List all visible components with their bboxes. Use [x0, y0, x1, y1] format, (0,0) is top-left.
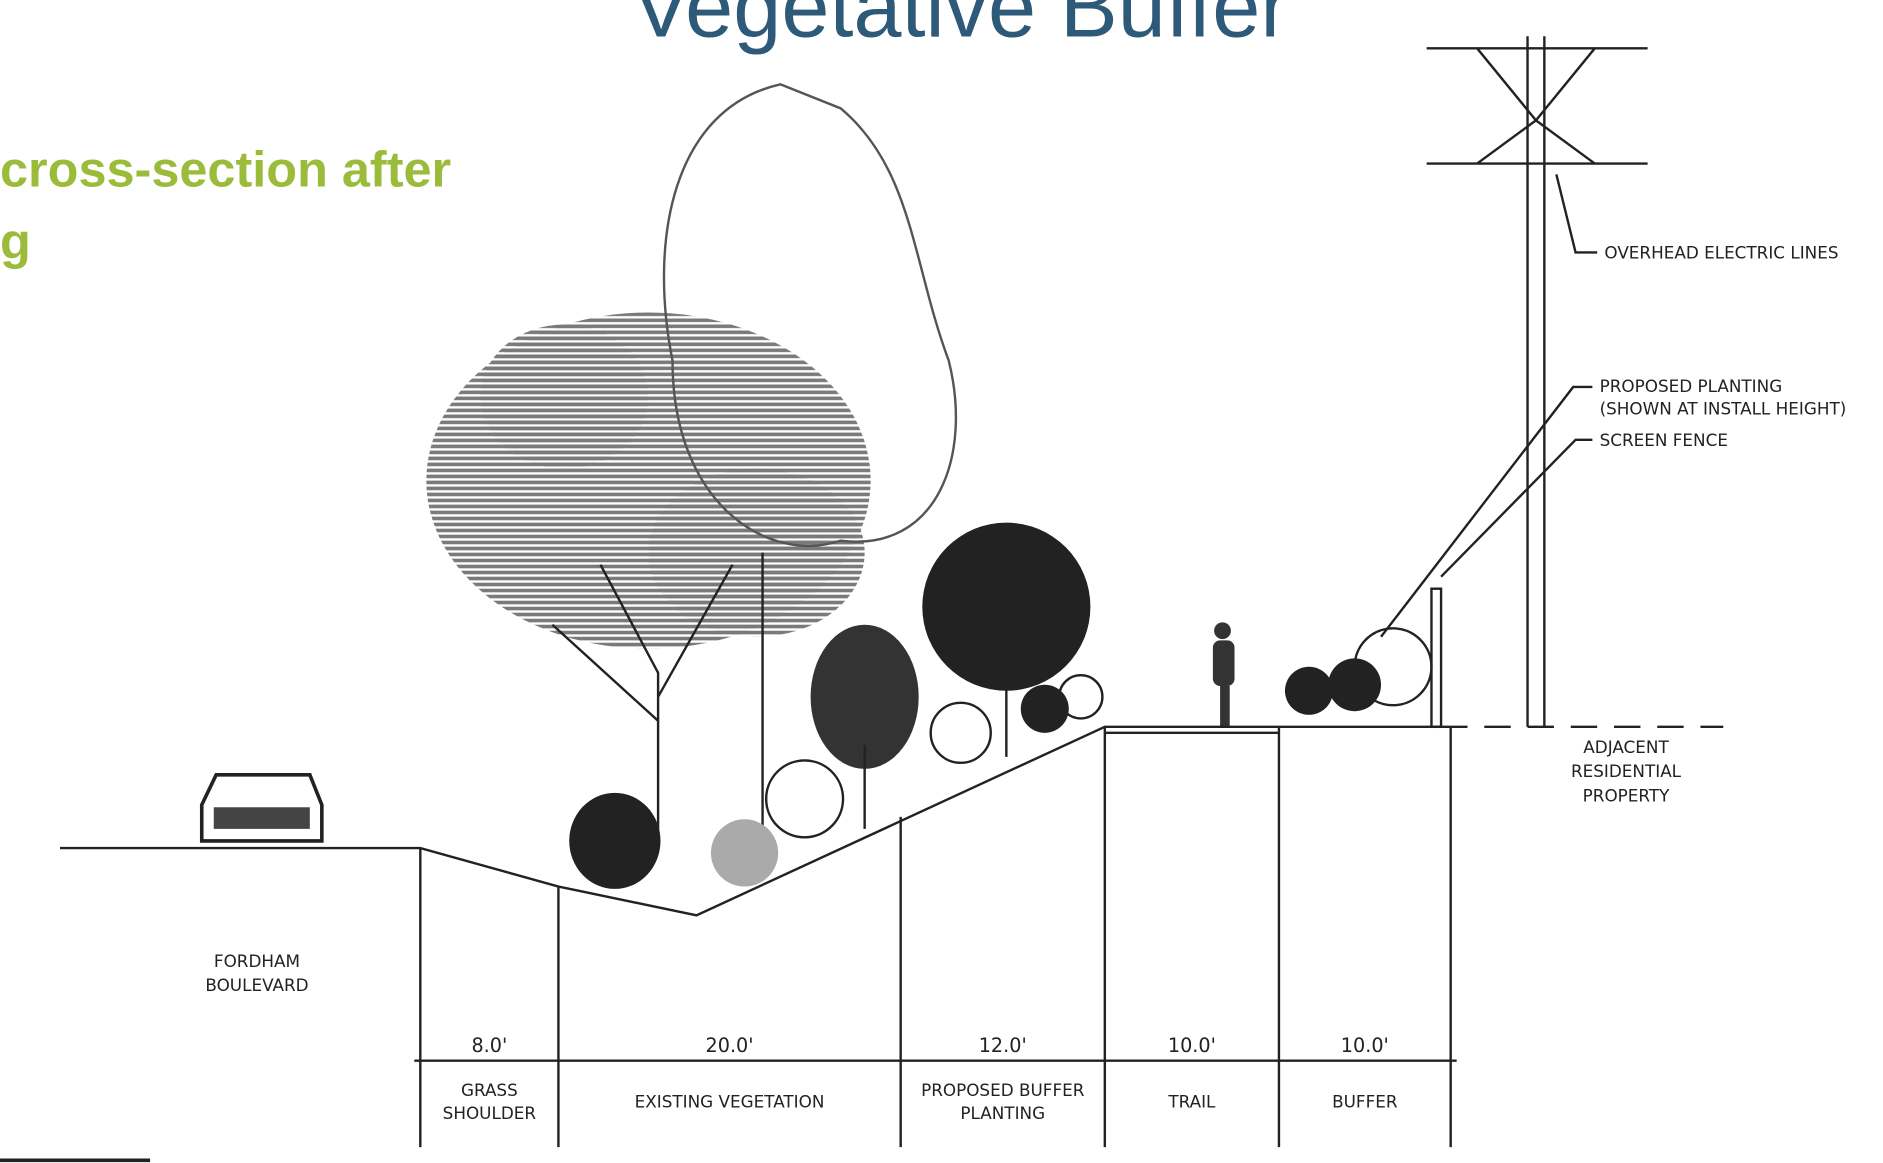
- zone-label: PROPOSED BUFFER: [921, 1080, 1085, 1100]
- title: Vegetative Buffer: [632, 0, 1289, 55]
- dimension: 10.0': [1341, 1034, 1389, 1057]
- callout: FORDHAM: [214, 951, 300, 971]
- dimension: 10.0': [1168, 1034, 1216, 1057]
- callout: RESIDENTIAL: [1571, 761, 1682, 781]
- dimension: 8.0': [471, 1034, 507, 1057]
- callout: OVERHEAD ELECTRIC LINES: [1604, 242, 1838, 262]
- callout: PROPOSED PLANTING: [1600, 376, 1783, 396]
- callout: SCREEN FENCE: [1600, 430, 1728, 450]
- callout: (SHOWN AT INSTALL HEIGHT): [1600, 399, 1847, 419]
- zone-label: TRAIL: [1167, 1091, 1216, 1111]
- cyclist: [1213, 622, 1235, 726]
- callout: ADJACENT: [1583, 737, 1669, 757]
- page: {"header": {"title": "Vegetative Buffer"…: [0, 0, 1883, 1163]
- car: [202, 775, 322, 841]
- cross-section-diagram: Vegetative Buffer cross-section after g: [0, 0, 1883, 1163]
- zone-label: EXISTING VEGETATION: [635, 1091, 825, 1111]
- zone-label: GRASS: [461, 1080, 518, 1100]
- callout: BOULEVARD: [205, 975, 308, 995]
- subtitle: g: [0, 212, 31, 269]
- callout: PROPERTY: [1583, 785, 1670, 805]
- leader-lines: [1381, 174, 1597, 636]
- zone-label: SHOULDER: [443, 1103, 537, 1123]
- zone-label: PLANTING: [960, 1103, 1045, 1123]
- dimension: 20.0': [706, 1034, 754, 1057]
- zone-label: BUFFER: [1332, 1091, 1398, 1111]
- zone-labels: 8.0' GRASS SHOULDER 20.0' EXISTING VEGETATIO…: [443, 1034, 1398, 1123]
- dimension: 12.0': [979, 1034, 1027, 1057]
- subtitle: cross-section after: [0, 140, 451, 197]
- screen-fence: [1431, 589, 1441, 727]
